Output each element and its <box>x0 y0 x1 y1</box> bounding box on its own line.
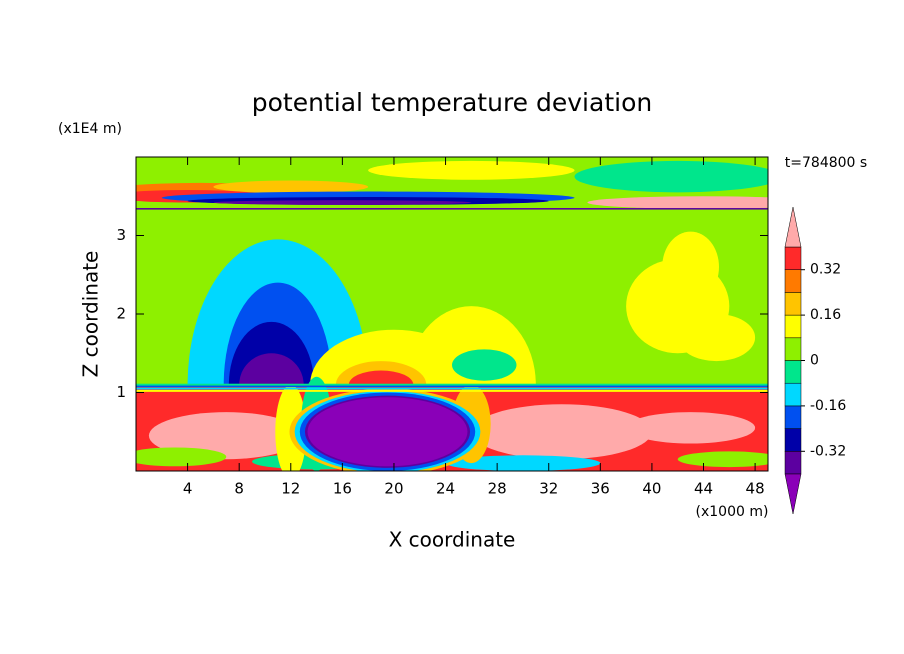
x-tick-label: 12 <box>281 480 300 498</box>
contour-region <box>136 447 227 467</box>
x-tick-label: 40 <box>642 480 661 498</box>
contour-region <box>574 160 768 193</box>
x-tick-label: 36 <box>591 480 610 498</box>
x-tick-label: 32 <box>539 480 558 498</box>
contour-region <box>213 180 369 194</box>
x-unit-label: (x1000 m) <box>696 504 769 520</box>
colorbar-tick-label: -0.16 <box>810 398 846 414</box>
contour-region <box>136 387 768 390</box>
contour-region <box>148 412 304 460</box>
x-tick-label: 24 <box>436 480 455 498</box>
contour-region <box>677 314 756 362</box>
x-tick-label: 44 <box>694 480 713 498</box>
y-axis-label: Z coordinate <box>79 251 103 378</box>
contour-region <box>662 231 719 303</box>
x-axis-label: X coordinate <box>389 528 516 552</box>
colorbar-tick-label: 0 <box>810 353 819 369</box>
x-tick-label: 20 <box>384 480 403 498</box>
colorbar-band <box>784 428 802 452</box>
contour-field <box>136 157 768 471</box>
colorbar-band <box>784 382 802 407</box>
x-tick-label: 28 <box>488 480 507 498</box>
colorbar-band <box>784 337 802 361</box>
contour-region <box>136 385 768 388</box>
y-unit-label: (x1E4 m) <box>58 121 122 137</box>
colorbar-extension <box>784 473 802 515</box>
colorbar-band <box>784 405 802 429</box>
contour-region <box>213 200 472 205</box>
contour-region <box>136 208 768 210</box>
colorbar-band <box>784 451 802 475</box>
contour-region <box>452 349 517 381</box>
colorbar-extension <box>784 206 802 248</box>
contour-region <box>445 455 601 471</box>
colorbar-band <box>784 292 802 316</box>
colorbar-band <box>784 314 802 339</box>
contour-region <box>626 412 756 444</box>
colorbar-tick-label: 0.16 <box>810 307 841 323</box>
x-tick-label: 16 <box>333 480 352 498</box>
y-tick-label: 2 <box>116 305 126 323</box>
contour-region <box>307 397 468 467</box>
contour-region <box>368 160 575 180</box>
contour-region <box>471 404 652 460</box>
x-tick-label: 48 <box>746 480 765 498</box>
contour-region <box>136 389 768 392</box>
y-tick-label: 3 <box>116 226 126 244</box>
contour-region <box>587 196 768 209</box>
contour-region <box>136 383 768 386</box>
x-tick-label: 8 <box>234 480 244 498</box>
x-tick-label: 4 <box>183 480 193 498</box>
y-tick-label: 1 <box>116 383 126 401</box>
chart-title: potential temperature deviation <box>252 88 652 117</box>
contour-region <box>677 451 768 468</box>
colorbar-tick-label: -0.32 <box>810 443 846 459</box>
colorbar-band <box>784 360 802 384</box>
time-label: t=784800 s <box>785 155 867 171</box>
colorbar-tick-label: 0.32 <box>810 262 841 278</box>
colorbar-band <box>784 269 802 293</box>
colorbar-band <box>784 246 802 270</box>
